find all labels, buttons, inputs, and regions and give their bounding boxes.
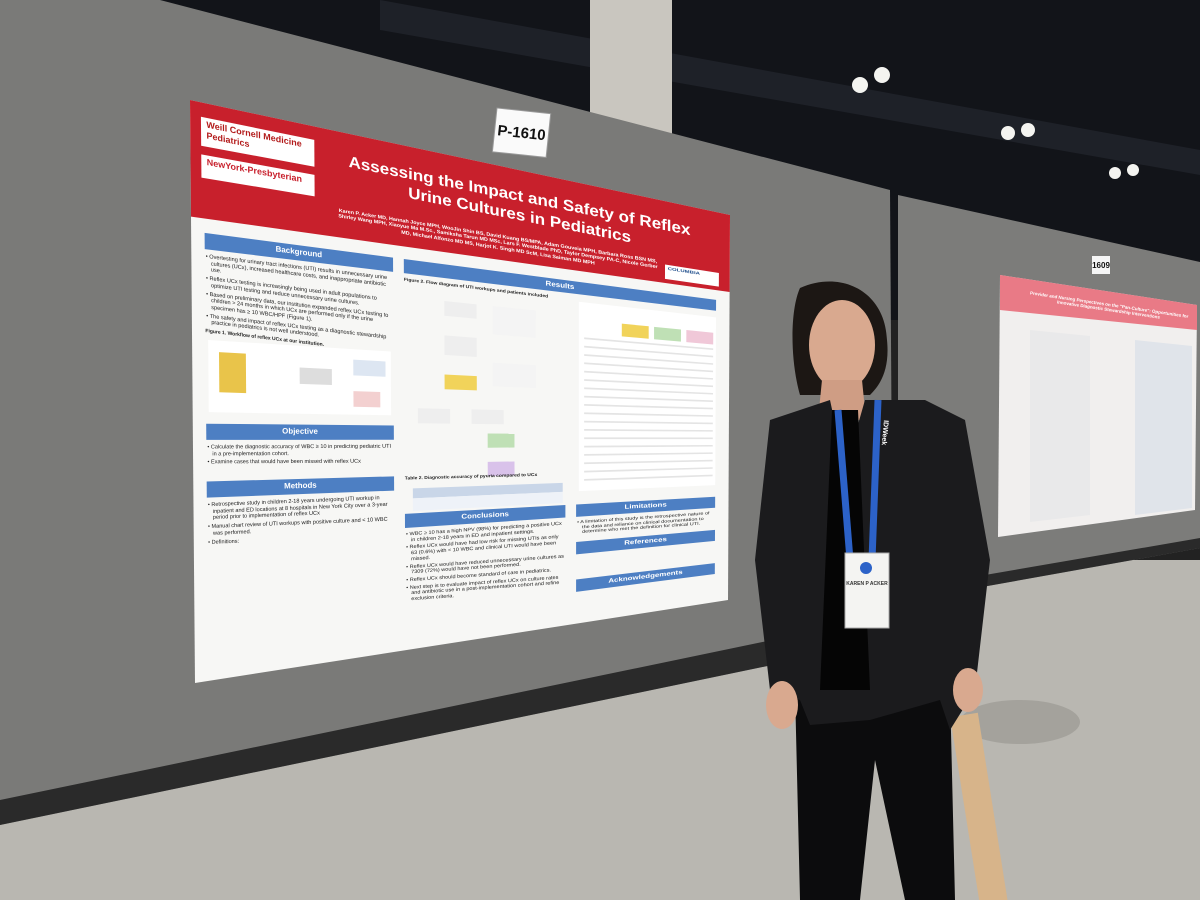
table-row [584,467,713,473]
table-row [584,437,713,440]
table-header-cell [686,330,714,345]
section-body: WBC ≥ 10 has a high NPV (98%) for predic… [405,521,566,636]
neighbor-sign [1092,256,1110,274]
light [852,77,868,93]
face [809,300,875,390]
table-row [584,370,714,380]
flow-box [487,461,515,477]
figure-icon [218,352,247,394]
table-2-header [412,482,563,499]
wall-base [0,615,893,825]
section-heading-content: Objective [206,426,394,437]
person: IDWeek KAREN P ACKER [755,281,1008,900]
poster-number: P-1610 [491,107,552,158]
table-row [584,444,713,448]
neighbor-column [1135,340,1192,515]
sign-text: P-1610 [497,122,547,144]
floor-grate [960,700,1080,744]
bullet: Calculate the diagnostic accuracy of WBC… [211,444,394,458]
section-heading-band [576,563,715,592]
table-row [584,379,714,388]
table-2-body [412,491,563,511]
lanyard-text: IDWeek [880,420,889,446]
flow-box [492,362,536,389]
section-heading-band [576,529,716,555]
logo-box [201,154,315,197]
truss [380,0,1200,175]
light [1127,164,1139,176]
light [1001,126,1015,140]
section-heading: Objective [282,426,318,436]
sign-card [491,107,552,158]
logo-box [200,116,315,167]
flow-box [444,301,477,319]
poster: Weill Cornell MedicinePediatricsNewYork-… [190,100,730,683]
section-heading-band [404,505,566,529]
table-header-cell [621,323,649,339]
figure-box [353,359,386,377]
light [874,67,890,83]
table-row [584,387,713,395]
table-row [584,395,713,402]
light [1021,123,1035,137]
hand [953,668,983,712]
flow-box [444,335,477,357]
table-row [584,404,713,410]
table-row [584,459,713,465]
table-row [584,452,713,456]
neighbor-sign-text: 1609 [1092,261,1110,270]
section-heading-band [403,259,717,311]
section-body-content: WBC ≥ 10 has a high NPV (98%) for predic… [405,521,566,603]
table-header-cell [654,326,681,342]
figure-box [299,367,332,386]
section-heading-band [206,476,395,498]
column [590,0,672,135]
poster-header [190,100,730,292]
table-row [584,420,713,425]
table-row [584,429,713,432]
table-row [584,362,714,373]
light [1109,167,1121,179]
hand [766,681,798,729]
lanyard-strap [834,399,882,561]
flow-box [417,408,451,424]
table-row [584,354,714,365]
section-body-content: Calculate the diagnostic accuracy of WBC… [206,444,394,467]
section-body: Retrospective study in children 2-18 yea… [207,495,395,641]
neighbor-header [1000,275,1197,330]
table-row [584,337,714,350]
poster-tube [950,712,1008,900]
flow-box [471,409,504,425]
neighbor-column [1030,330,1090,522]
badge-name: KAREN P ACKER [846,581,888,587]
section-body-content: Retrospective study in children 2-18 yea… [207,495,395,546]
badge-logo [860,562,872,574]
flow-box [492,306,536,338]
table-row [584,345,714,358]
section-heading-band [576,496,716,517]
flow-box [444,374,477,391]
logo-box [664,264,719,287]
section-heading: Objective [206,426,394,437]
flow-box [487,433,515,448]
table-row [584,474,713,481]
section-heading-band [206,423,394,440]
figure-box [353,391,381,408]
figure-1 [208,340,392,416]
table-row [584,412,713,417]
pants [795,690,955,900]
bullet: Examine cases that would have been misse… [211,459,394,466]
section-heading-band [204,232,394,272]
